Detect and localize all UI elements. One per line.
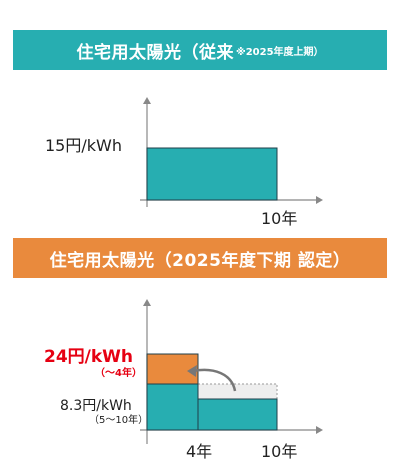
transferred-area-dotted [197,383,278,400]
low-price-label: 8.3円/kWh [60,398,132,414]
bottom-section-title: 住宅用太陽光（2025年度下期 認定） [49,250,351,271]
low-price-period: （5～10年） [89,415,149,426]
top-y-axis-arrow [143,97,151,104]
bottom-y-axis-arrow [143,299,151,306]
top-x-end-label: 10年 [261,209,298,228]
high-price-label: 24円/kWh [44,347,134,367]
bottom-section-header: 住宅用太陽光（2025年度下期 認定） [13,238,387,278]
top-x-axis-arrow [316,196,323,204]
shift-arrow-head [187,365,197,377]
base-price-block-early [146,383,199,431]
shift-arrow-curve [192,368,237,392]
bottom-x-mid-label: 4年 [186,442,213,461]
bottom-x-end-label: 10年 [261,442,298,461]
top-section-header: 住宅用太陽光（従来 ※2025年度上期） [13,30,387,70]
top-section-title: 住宅用太陽光（従来 [76,42,234,63]
top-price-bar [146,147,278,201]
bottom-x-axis-arrow [316,426,323,434]
high-price-period: （～4年） [95,368,142,379]
top-price-label: 15円/kWh [45,136,122,155]
low-price-block [197,398,278,431]
top-section-period-note: ※2025年度上期） [235,46,324,58]
